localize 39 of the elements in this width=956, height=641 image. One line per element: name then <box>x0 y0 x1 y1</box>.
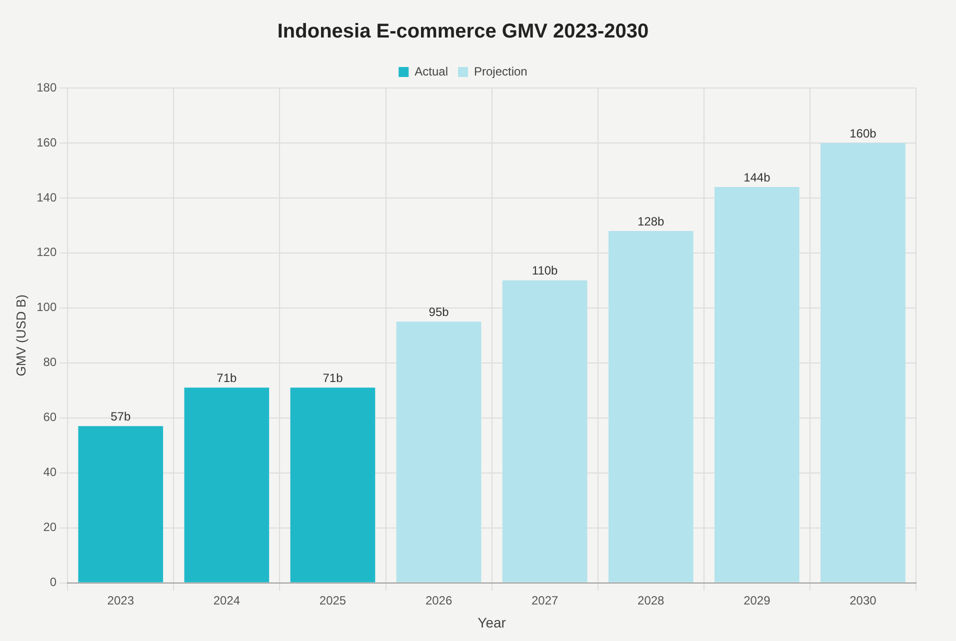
y-tick-label: 100 <box>36 300 57 314</box>
data-label: 144b <box>744 170 771 184</box>
data-label: 57b <box>110 409 131 424</box>
data-label: 128b <box>638 214 665 228</box>
data-label: 110b <box>532 264 558 278</box>
y-tick-label: 0 <box>50 575 57 590</box>
bar <box>714 186 800 582</box>
bar <box>820 142 906 582</box>
data-label: 160b <box>850 126 877 140</box>
x-tick-label: 2030 <box>850 593 877 608</box>
bar <box>502 280 588 582</box>
y-tick-label: 60 <box>43 410 57 424</box>
data-label: 95b <box>428 304 450 319</box>
y-tick-label: 180 <box>36 80 57 94</box>
x-tick-label: 2024 <box>213 593 240 608</box>
y-tick-label: 140 <box>36 190 57 204</box>
y-tick-label: 80 <box>43 355 57 370</box>
data-label: 71b <box>216 370 238 385</box>
legend-label: Actual <box>414 64 448 78</box>
x-tick-label: 2027 <box>531 593 559 608</box>
x-axis-title: Year <box>478 614 506 630</box>
bar <box>290 388 376 582</box>
y-tick-label: 160 <box>36 135 57 150</box>
bar <box>608 230 694 582</box>
bar <box>78 426 164 582</box>
x-tick-label: 2026 <box>425 593 452 608</box>
legend-label: Projection <box>474 64 528 78</box>
y-tick-label: 120 <box>36 245 57 260</box>
x-tick-label: 2025 <box>319 593 346 608</box>
y-tick-label: 40 <box>43 465 57 480</box>
bar <box>396 322 482 582</box>
data-label: 71b <box>322 370 344 385</box>
x-tick-label: 2023 <box>107 593 134 608</box>
y-axis-title: GMV (USD B) <box>13 294 28 376</box>
x-tick-label: 2028 <box>638 593 665 608</box>
chart-title: Indonesia E-commerce GMV 2023-2030 <box>277 20 649 43</box>
y-tick-label: 20 <box>43 520 57 534</box>
bar <box>184 388 270 582</box>
x-tick-label: 2029 <box>744 593 771 608</box>
